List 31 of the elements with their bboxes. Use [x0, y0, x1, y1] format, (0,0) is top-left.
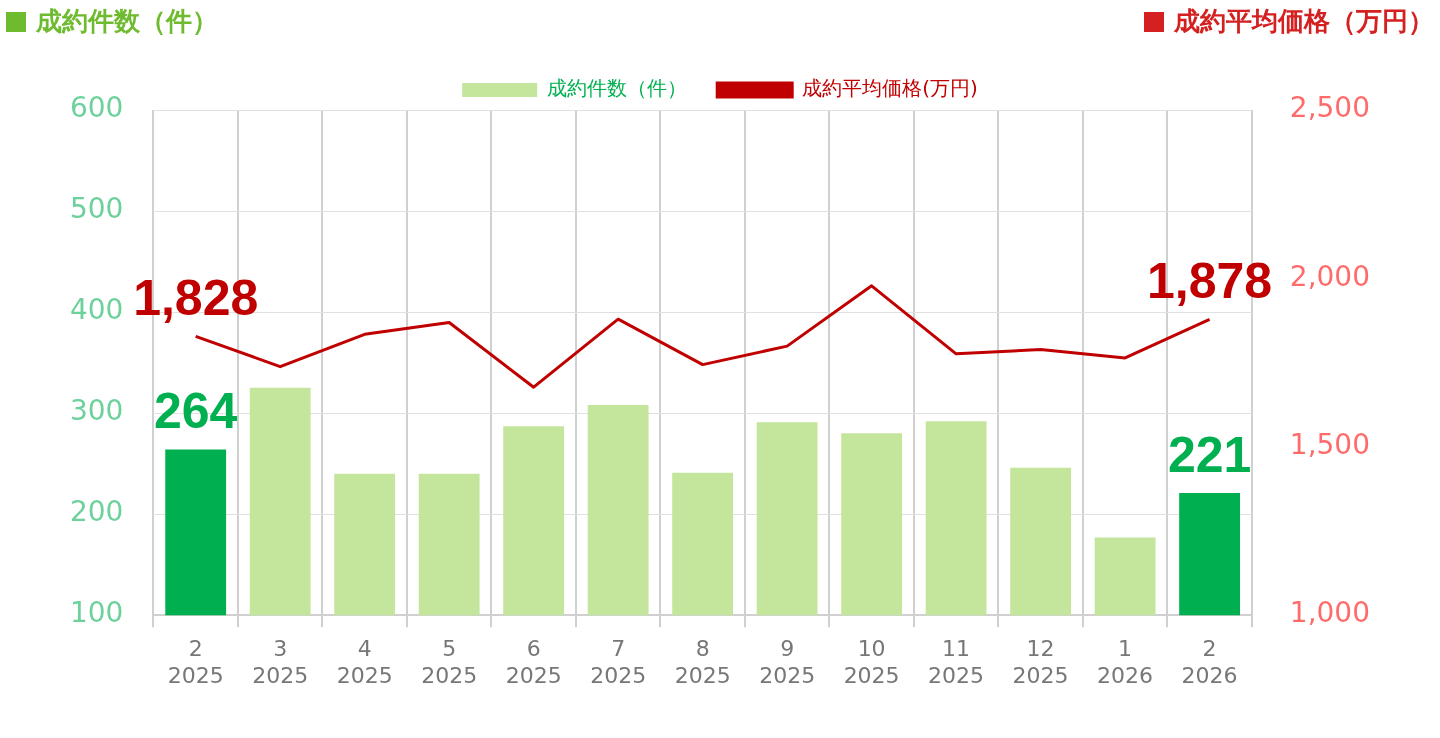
y2-tick-label: 1,000 — [1289, 596, 1371, 630]
y-tick-label: 200 — [69, 495, 124, 529]
x-tick-label: 5 2025 — [421, 636, 478, 688]
y-tick-label: 500 — [69, 192, 124, 226]
x-tick-label: 4 2025 — [336, 636, 393, 688]
data-label: 264 — [153, 383, 238, 440]
legend-label: 成約件数（件） — [547, 76, 688, 101]
y2-tick-label: 1,500 — [1289, 428, 1371, 462]
x-tick-label: 1 2026 — [1097, 636, 1154, 688]
y-tick-label: 300 — [69, 394, 124, 428]
x-tick-label: 2 2026 — [1181, 636, 1238, 688]
x-tick-label: 8 2025 — [674, 636, 731, 688]
x-tick-label: 10 2025 — [843, 636, 900, 688]
y2-tick-label: 2,000 — [1289, 259, 1371, 293]
y-tick-label: 100 — [69, 596, 124, 630]
data-label: 1,828 — [133, 270, 259, 327]
y-tick-label: 600 — [69, 91, 124, 125]
x-tick-label: 3 2025 — [252, 636, 309, 688]
x-tick-label: 11 2025 — [928, 636, 985, 688]
y-tick-label: 400 — [69, 293, 124, 327]
x-tick-label: 7 2025 — [590, 636, 647, 688]
x-tick-label: 6 2025 — [505, 636, 562, 688]
y2-axis-title: 成約平均価格（万円） — [1174, 5, 1434, 38]
y-axis-title: 成約件数（件） — [36, 5, 218, 38]
x-tick-label: 12 2025 — [1012, 636, 1069, 688]
x-tick-label: 9 2025 — [759, 636, 816, 688]
data-label: 1,878 — [1147, 253, 1273, 310]
data-label: 221 — [1167, 426, 1252, 483]
y2-tick-label: 2,500 — [1289, 91, 1371, 125]
x-tick-label: 2 2025 — [167, 636, 224, 688]
legend-label: 成約平均価格(万円) — [802, 76, 978, 101]
